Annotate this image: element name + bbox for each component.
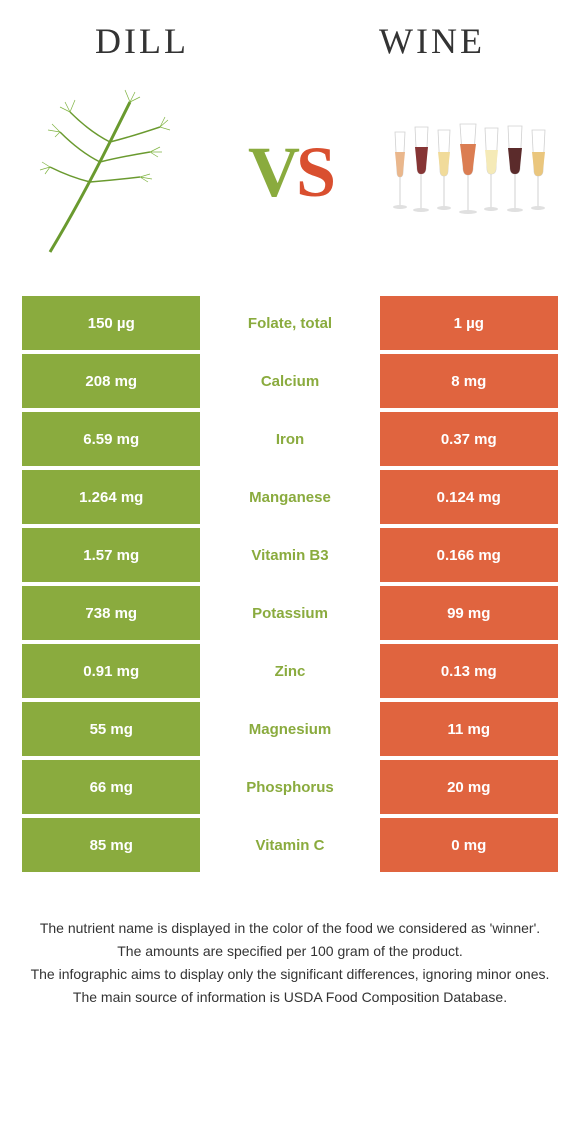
vs-label: VS (248, 131, 332, 214)
right-value-cell: 0.124 mg (380, 470, 559, 524)
left-value-cell: 150 µg (22, 296, 200, 350)
table-row: 85 mgVitamin C0 mg (22, 818, 558, 872)
table-row: 55 mgMagnesium11 mg (22, 702, 558, 756)
nutrient-name-cell: Magnesium (200, 702, 379, 756)
footnote-line: The amounts are specified per 100 gram o… (20, 941, 560, 962)
right-value-cell: 8 mg (380, 354, 559, 408)
right-value-cell: 11 mg (380, 702, 559, 756)
table-row: 0.91 mgZinc0.13 mg (22, 644, 558, 698)
left-value-cell: 85 mg (22, 818, 200, 872)
footnote-line: The infographic aims to display only the… (20, 964, 560, 985)
dill-image (20, 82, 200, 262)
wine-image (380, 82, 560, 262)
table-row: 6.59 mgIron0.37 mg (22, 412, 558, 466)
nutrient-name-cell: Manganese (200, 470, 379, 524)
right-value-cell: 0.37 mg (380, 412, 559, 466)
footnote-line: The nutrient name is displayed in the co… (20, 918, 560, 939)
right-value-cell: 20 mg (380, 760, 559, 814)
wine-glasses-icon (380, 112, 560, 232)
nutrient-name-cell: Iron (200, 412, 379, 466)
left-value-cell: 66 mg (22, 760, 200, 814)
right-value-cell: 0 mg (380, 818, 559, 872)
left-value-cell: 0.91 mg (22, 644, 200, 698)
vs-s-letter: S (296, 132, 332, 212)
left-value-cell: 55 mg (22, 702, 200, 756)
vs-row: VS (0, 72, 580, 292)
table-row: 150 µgFolate, total1 µg (22, 296, 558, 350)
comparison-table: 150 µgFolate, total1 µg208 mgCalcium8 mg… (22, 292, 558, 876)
left-food-title: Dill (95, 20, 189, 62)
footnotes: The nutrient name is displayed in the co… (0, 876, 580, 1030)
left-value-cell: 208 mg (22, 354, 200, 408)
table-row: 738 mgPotassium99 mg (22, 586, 558, 640)
left-value-cell: 1.57 mg (22, 528, 200, 582)
left-value-cell: 6.59 mg (22, 412, 200, 466)
nutrient-name-cell: Phosphorus (200, 760, 379, 814)
nutrient-name-cell: Potassium (200, 586, 379, 640)
left-value-cell: 1.264 mg (22, 470, 200, 524)
nutrient-name-cell: Zinc (200, 644, 379, 698)
dill-icon (20, 82, 200, 262)
table-row: 1.57 mgVitamin B30.166 mg (22, 528, 558, 582)
infographic-container: Dill Wine (0, 0, 580, 1030)
nutrient-name-cell: Vitamin C (200, 818, 379, 872)
header-row: Dill Wine (0, 0, 580, 72)
right-food-title: Wine (379, 20, 485, 62)
nutrient-name-cell: Folate, total (200, 296, 379, 350)
table-row: 208 mgCalcium8 mg (22, 354, 558, 408)
table-row: 66 mgPhosphorus20 mg (22, 760, 558, 814)
nutrient-name-cell: Calcium (200, 354, 379, 408)
nutrient-name-cell: Vitamin B3 (200, 528, 379, 582)
right-value-cell: 1 µg (380, 296, 559, 350)
vs-v-letter: V (248, 132, 296, 212)
footnote-line: The main source of information is USDA F… (20, 987, 560, 1008)
table-row: 1.264 mgManganese0.124 mg (22, 470, 558, 524)
left-value-cell: 738 mg (22, 586, 200, 640)
right-value-cell: 99 mg (380, 586, 559, 640)
right-value-cell: 0.166 mg (380, 528, 559, 582)
right-value-cell: 0.13 mg (380, 644, 559, 698)
